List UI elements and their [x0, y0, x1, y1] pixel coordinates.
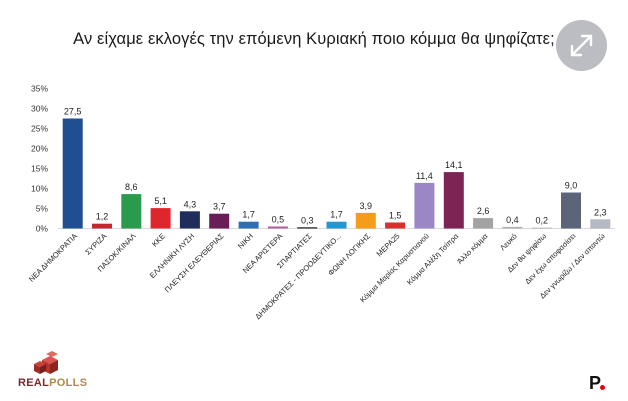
bar [209, 213, 230, 229]
data-label: 1,7 [330, 210, 343, 220]
brand-logo-icon: P [589, 373, 602, 393]
category-label: ΣΥΡΙΖΑ [83, 232, 108, 257]
bar [62, 118, 83, 229]
y-tick-label: 35% [31, 84, 48, 94]
data-label: 8,6 [125, 182, 138, 192]
category-label: Λευκό [498, 232, 519, 253]
category-label: ΜΕΡΑ25 [375, 232, 402, 259]
data-label: 27,5 [64, 107, 82, 117]
category-label: Δεν έχω αποφασίσει [523, 231, 578, 286]
category-label: Κόμμα Αλέξη Τσίπρα [405, 231, 461, 287]
category-label: ΠΛΕΥΣΗ ΕΛΕΥΘΕΡΙΑΣ [163, 231, 226, 294]
data-label: 4,3 [184, 199, 197, 209]
data-label: 2,3 [594, 207, 607, 217]
y-axis: 0% 5% 10% 15% 20% 25% 30% 35% [31, 84, 615, 234]
data-label: 0,2 [535, 216, 548, 226]
data-label: 1,5 [389, 211, 402, 221]
bar [414, 182, 435, 229]
bar [238, 221, 259, 229]
category-label: ΝΕΑ ΔΗΜΟΚΡΑΤΙΑ [27, 232, 79, 284]
logo-text-polls: POLLS [49, 377, 88, 389]
expand-button[interactable] [556, 20, 607, 71]
y-tick-label: 30% [31, 104, 48, 114]
data-label: 0,4 [506, 215, 519, 225]
category-label: Άλλο κόμμα [455, 231, 490, 266]
bar [150, 208, 171, 229]
y-tick-label: 5% [36, 204, 49, 214]
chart-title: Αν είχαμε εκλογές την επόμενη Κυριακή πο… [73, 30, 555, 48]
bar [121, 194, 142, 229]
bar [531, 227, 552, 229]
data-label: 5,1 [154, 196, 167, 206]
bar [385, 222, 406, 229]
bar [326, 221, 347, 229]
y-tick-label: 15% [31, 164, 48, 174]
bar [267, 226, 288, 229]
y-tick-label: 0% [36, 224, 49, 234]
category-label: ΚΚΕ [150, 232, 167, 249]
data-label: 3,7 [213, 202, 226, 212]
data-label: 14,1 [445, 160, 463, 170]
bar [473, 218, 494, 229]
data-label: 9,0 [565, 181, 578, 191]
data-labels: 27,5 1,2 8,6 5,1 4,3 3,7 1,7 0,5 0,3 1,7 3,9 1,5 11,… [64, 107, 607, 226]
bars [62, 118, 611, 229]
bar [561, 192, 581, 229]
bar [297, 227, 318, 229]
realpolls-logo: REALPOLLS [18, 350, 88, 390]
bar [502, 226, 523, 229]
logo-text-real: REAL [18, 377, 50, 389]
data-label: 0,3 [301, 215, 314, 225]
data-label: 1,7 [242, 210, 255, 220]
expand-arrows-icon [570, 34, 593, 57]
bar [590, 219, 611, 229]
data-label: 0,5 [272, 215, 285, 225]
y-tick-label: 25% [31, 124, 48, 134]
realpolls-logo-text: REALPOLLS [18, 377, 87, 389]
realpolls-logo-icon [34, 351, 58, 374]
data-label: 1,2 [96, 212, 109, 222]
y-tick-label: 10% [31, 184, 48, 194]
bar [355, 212, 376, 229]
brand-logo-dot [600, 385, 605, 390]
data-label: 3,9 [360, 201, 373, 211]
bar [179, 211, 200, 229]
bar [443, 172, 464, 229]
category-label: ΝΙΚΗ [236, 232, 255, 251]
data-label: 11,4 [416, 171, 433, 181]
data-label: 2,6 [477, 206, 490, 216]
y-tick-label: 20% [31, 144, 48, 154]
bar [92, 223, 112, 229]
